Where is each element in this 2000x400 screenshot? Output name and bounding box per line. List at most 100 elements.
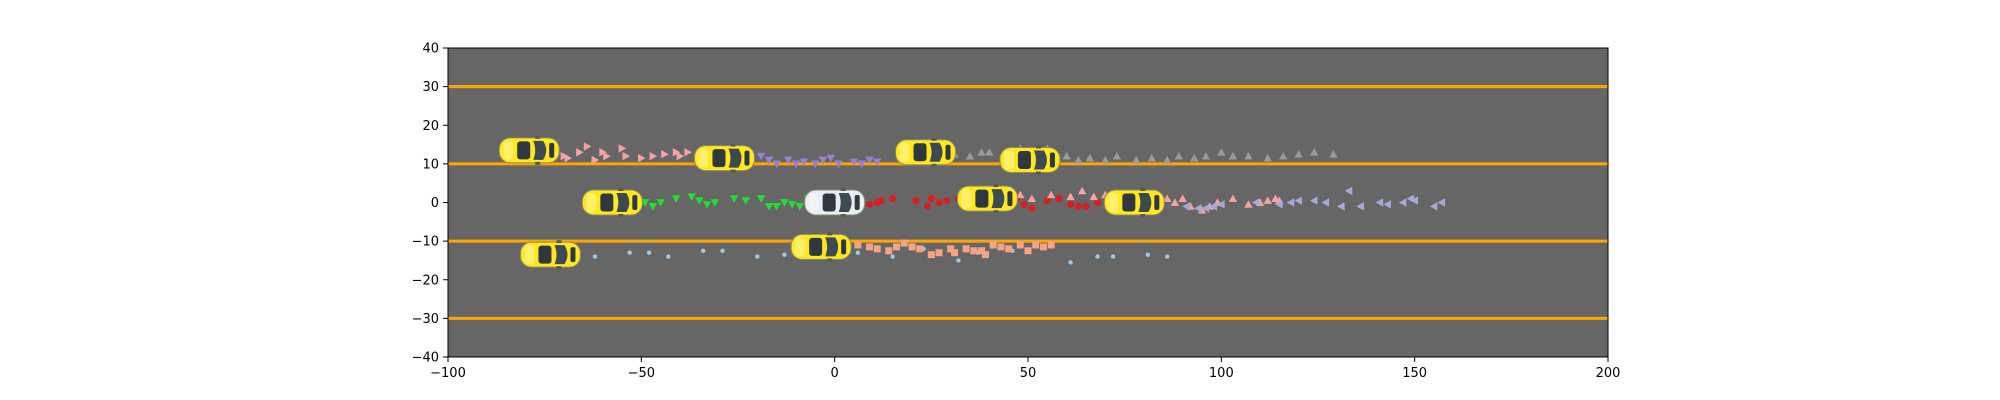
data-point [977,148,986,156]
x-tick-label: 200 [1596,366,1621,381]
data-point [720,248,725,253]
data-point [782,252,787,257]
data-point [818,156,828,165]
data-point [1217,200,1225,209]
car-mirror [1035,145,1041,149]
data-point [981,251,989,259]
data-point [1344,186,1353,196]
data-point [1066,192,1075,201]
data-point [710,199,719,207]
data-point [997,243,1005,251]
car-hood [808,193,819,212]
data-point [1201,204,1210,213]
data-point [1047,190,1056,199]
car-mirror [931,137,937,141]
y-tick-label: −40 [412,351,439,366]
data-point [757,195,766,203]
data-point [900,239,908,247]
data-point [890,254,895,259]
data-point [1201,151,1211,160]
car-windshield [728,148,742,168]
car-mirror [840,214,846,217]
y-axis: −40 −30 −20 −10 0 10 20 30 40 [412,42,448,366]
data-point [811,160,820,169]
data-point [1020,200,1028,209]
data-point [1228,151,1238,160]
car-rear-window [1154,195,1160,210]
data-point [885,247,893,255]
data-point [854,241,862,249]
data-point [1294,196,1303,205]
data-point [873,158,882,167]
y-tick-label: −10 [412,235,439,250]
data-point [1356,202,1364,211]
data-point [947,245,955,253]
data-point [1074,202,1082,210]
data-point [1077,186,1087,195]
car-mirror [993,210,999,214]
data-point [908,243,916,251]
y-tick-label: 20 [422,119,439,134]
car-icon [693,143,755,173]
car-mirror [730,143,736,147]
data-point [1228,194,1238,202]
data-point [787,201,797,209]
data-point [1016,190,1025,199]
data-point [927,195,935,203]
car-windshield [991,189,1005,209]
data-point [935,198,943,207]
car-mirror [1140,214,1146,217]
y-tick-label: 10 [422,157,439,172]
car-windshield [929,142,943,162]
car-cabin [538,245,552,264]
car-windshield [554,245,568,265]
data-point [1217,148,1226,156]
car-hood [1003,150,1014,170]
data-point [1095,254,1100,259]
data-point [772,203,781,211]
data-point [1085,153,1095,162]
car-windshield [838,193,852,212]
data-point [1410,196,1419,205]
data-point [989,241,997,249]
car-mirror [535,161,541,165]
data-point [916,245,924,253]
data-point [927,251,935,259]
car-rear-window [570,247,576,263]
data-point [912,196,920,205]
data-point [1145,252,1151,257]
data-point [1197,206,1207,214]
car-rear-window [744,150,750,166]
car-icon [999,145,1061,175]
data-point [1209,202,1217,211]
data-point [1383,200,1391,209]
data-point [1263,153,1272,162]
car-cabin [600,193,614,212]
data-point [1047,241,1055,249]
x-tick-label: −50 [628,366,655,381]
data-point [1263,196,1272,204]
data-point [943,196,951,205]
car-hood [795,237,806,257]
data-point [1089,192,1098,201]
data-point [849,158,859,167]
series-6 [1182,186,1446,213]
data-point [923,202,932,210]
data-point [1193,204,1202,213]
car-cabin [517,141,531,160]
data-point [1132,155,1141,164]
data-point [1082,202,1090,210]
x-axis: −100 −50 0 50 100 150 200 [430,357,1620,381]
data-point [1429,202,1438,211]
data-point [764,203,774,211]
car-hood [899,142,910,162]
car-hood [586,193,597,212]
y-tick-label: 0 [431,196,439,211]
data-point [671,195,681,203]
data-point [855,250,861,255]
data-point [701,248,706,253]
car-cabin [822,193,836,212]
car-rear-window [549,142,555,158]
data-point [865,156,874,165]
data-point [646,250,652,255]
